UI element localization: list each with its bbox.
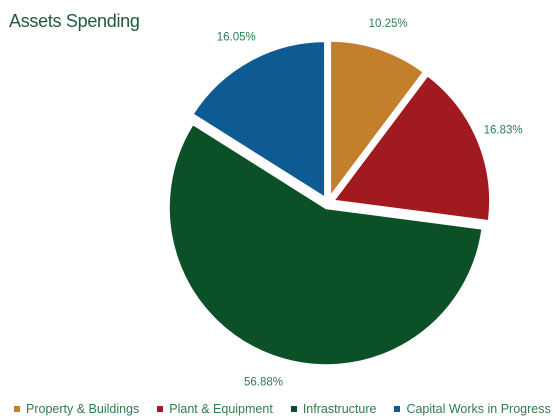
legend-label-property-buildings: Property & Buildings	[26, 402, 140, 416]
legend: Property & Buildings Plant & Equipment I…	[14, 402, 554, 416]
pie-slice-capital-works	[190, 39, 328, 201]
data-label-infrastructure: 56.88%	[244, 377, 283, 389]
legend-swatch-infrastructure	[290, 406, 297, 412]
pie-slice-plant-equipment	[331, 73, 493, 224]
legend-item-infrastructure: Infrastructure	[290, 402, 377, 416]
pie-slice-property-buildings	[328, 38, 426, 200]
legend-item-plant-equipment: Plant & Equipment	[157, 402, 273, 416]
pie-slices	[166, 38, 493, 368]
legend-label-infrastructure: Infrastructure	[302, 402, 377, 416]
legend-label-plant-equipment: Plant & Equipment	[169, 402, 273, 416]
pie-labels: 10.25% 16.83% 56.88% 16.05%	[217, 18, 523, 389]
chart-title: Assets Spending	[9, 11, 140, 31]
pie-slice-infrastructure	[166, 121, 485, 368]
legend-item-property-buildings: Property & Buildings	[14, 402, 139, 416]
legend-swatch-capital-works	[394, 406, 401, 412]
data-label-property-buildings: 10.25%	[369, 18, 408, 30]
legend-label-capital-works: Capital Works in Progress	[406, 402, 551, 416]
legend-swatch-property-buildings	[14, 406, 20, 412]
data-label-capital-works: 16.05%	[217, 32, 256, 44]
legend-item-capital-works: Capital Works in Progress	[394, 402, 551, 416]
legend-swatch-plant-equipment	[157, 406, 164, 412]
data-label-plant-equipment: 16.83%	[484, 124, 523, 136]
